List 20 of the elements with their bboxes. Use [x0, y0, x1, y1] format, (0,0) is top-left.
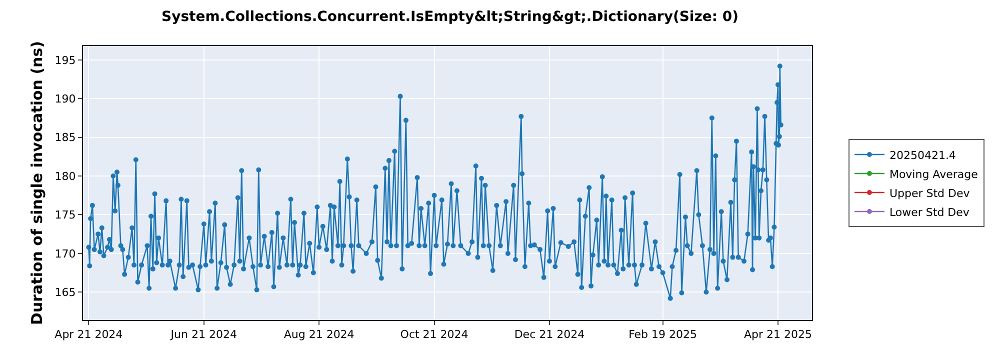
y-tick-label: 165 — [54, 286, 76, 299]
legend-label: 20250421.4 — [889, 148, 956, 162]
y-tick-label: 190 — [54, 92, 76, 106]
x-tick-label: Aug 21 2024 — [284, 328, 354, 342]
x-tick-label: Apr 21 2024 — [54, 328, 123, 342]
x-tick-label: Apr 21 2025 — [744, 328, 812, 342]
y-tick-label: 185 — [54, 131, 76, 144]
chart-title: System.Collections.Concurrent.IsEmpty&lt;String&gt;.Dictionary(Size: 0) — [160, 9, 740, 25]
x-tick-label: Feb 19 2025 — [628, 328, 698, 342]
y-tick-label: 175 — [54, 208, 76, 222]
y-axis-title: Duration of single invocation (ns) — [28, 41, 46, 325]
x-tick-label: Jun 21 2024 — [170, 328, 237, 342]
legend-label: Moving Average — [889, 168, 978, 181]
y-tick-label: 180 — [54, 170, 76, 183]
x-tick-label: Oct 21 2024 — [400, 328, 468, 342]
legend-label: Lower Std Dev — [889, 206, 970, 219]
y-tick-label: 195 — [54, 54, 76, 67]
x-tick-label: Dec 21 2024 — [514, 328, 585, 342]
legend-label: Upper Std Dev — [889, 186, 970, 200]
y-tick-label: 170 — [54, 247, 76, 260]
